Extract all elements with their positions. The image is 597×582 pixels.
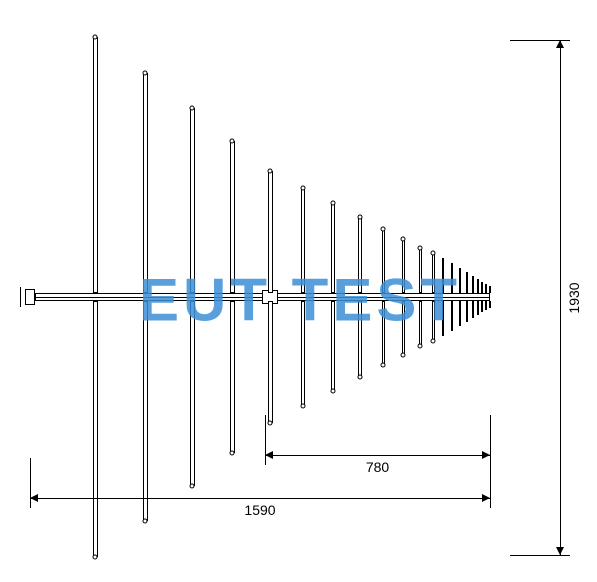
element-endcap (381, 227, 386, 232)
antenna-element (459, 301, 461, 326)
antenna-element (190, 108, 195, 293)
element-endcap (143, 71, 148, 76)
element-endcap (301, 404, 306, 409)
antenna-element (301, 188, 305, 293)
antenna-element (485, 284, 487, 293)
dim-width-1590-ext (490, 458, 491, 508)
antenna-element (382, 229, 385, 293)
antenna-element (451, 263, 453, 293)
antenna-element (331, 203, 335, 293)
element-endcap (230, 139, 235, 144)
element-endcap (268, 421, 273, 426)
element-endcap (93, 35, 98, 40)
element-endcap (401, 237, 406, 242)
feed-connector (25, 289, 35, 305)
antenna-element (230, 301, 235, 453)
antenna-element (268, 301, 273, 423)
antenna-element (466, 301, 468, 322)
element-endcap (190, 106, 195, 111)
antenna-element (268, 171, 273, 293)
antenna-element (432, 301, 435, 341)
antenna-element (419, 248, 422, 293)
element-endcap (230, 451, 235, 456)
dim-width-780-arrow (265, 451, 273, 459)
antenna-element (402, 301, 405, 355)
antenna-element (472, 301, 474, 318)
antenna-element (143, 73, 148, 293)
element-endcap (190, 484, 195, 489)
dim-height-1930-line (560, 40, 561, 555)
dim-height-1930-arrow (556, 547, 564, 555)
dim-width-1590-line (30, 498, 490, 499)
feed-t-bar (20, 287, 21, 307)
antenna-element (481, 282, 483, 293)
antenna-element (402, 239, 405, 293)
antenna-element (489, 286, 491, 293)
element-endcap (358, 375, 363, 380)
dim-width-780-line (265, 455, 490, 456)
element-endcap (401, 353, 406, 358)
antenna-element (358, 217, 362, 293)
dim-width-780-arrow (482, 451, 490, 459)
dim-width-780-label: 780 (364, 459, 391, 475)
element-endcap (418, 344, 423, 349)
element-endcap (381, 363, 386, 368)
antenna-element (472, 276, 474, 293)
antenna-element (301, 301, 305, 406)
antenna-element (466, 272, 468, 293)
element-endcap (431, 339, 436, 344)
element-endcap (431, 251, 436, 256)
antenna-element (442, 301, 444, 336)
dim-width-1590-label: 1590 (242, 502, 277, 518)
antenna-element (382, 301, 385, 365)
element-endcap (268, 169, 273, 174)
antenna-element (477, 279, 479, 293)
antenna-element (451, 301, 453, 331)
antenna-element (432, 253, 435, 293)
element-endcap (93, 555, 98, 560)
antenna-element (481, 301, 483, 312)
element-endcap (331, 201, 336, 206)
antenna-element (190, 301, 195, 486)
dim-height-1930-arrow (556, 40, 564, 48)
antenna-element (485, 301, 487, 310)
antenna-element (442, 258, 444, 293)
dim-height-1930-label: 1930 (566, 282, 582, 313)
dim-width-1590-arrow (30, 494, 38, 502)
antenna-element (230, 141, 235, 293)
antenna-element (93, 37, 98, 293)
antenna-element (489, 301, 491, 308)
antenna-element (459, 268, 461, 293)
antenna-element (477, 301, 479, 315)
antenna-diagram: EUT TEST 15907801930 (0, 0, 597, 582)
antenna-element (93, 301, 98, 557)
antenna-element (358, 301, 362, 377)
antenna-element (419, 301, 422, 346)
dim-width-780-ext (490, 415, 491, 465)
element-endcap (331, 389, 336, 394)
element-endcap (143, 519, 148, 524)
dim-width-1590-arrow (482, 494, 490, 502)
antenna-element (143, 301, 148, 521)
antenna-element (331, 301, 335, 391)
element-endcap (418, 246, 423, 251)
element-endcap (358, 215, 363, 220)
element-endcap (301, 186, 306, 191)
dim-height-1930-ext (510, 555, 570, 556)
